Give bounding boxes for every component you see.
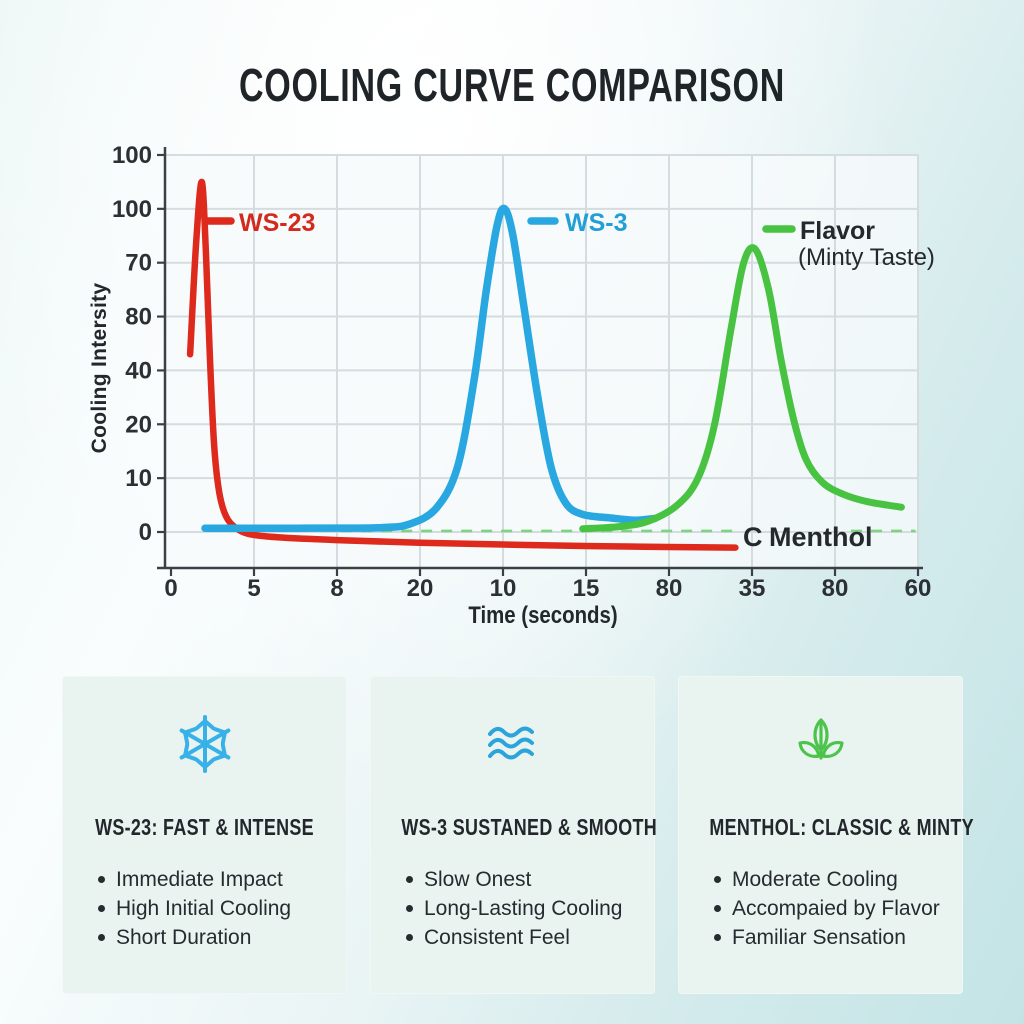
bullet-item: Moderate Cooling bbox=[714, 865, 963, 894]
card-menthol: MENTHOL: CLASSIC & MINTY Moderate Coolin… bbox=[678, 676, 974, 994]
leaf-icon bbox=[789, 712, 853, 776]
y-tick-label: 80 bbox=[125, 304, 152, 331]
y-tick-label: 40 bbox=[125, 357, 152, 384]
legend-label-ws-23: WS-23 bbox=[239, 209, 315, 237]
x-tick-label: 5 bbox=[247, 575, 260, 602]
y-tick-label: 100 bbox=[112, 196, 152, 223]
bullet-item: Short Duration bbox=[98, 923, 347, 952]
card-ws23: WS-23: FAST & INTENSE Immediate Impact H… bbox=[62, 676, 347, 994]
y-tick-label: 100 bbox=[112, 142, 152, 169]
page-title: COOLING CURVE COMPARISON bbox=[238, 59, 786, 111]
y-tick-label: 70 bbox=[125, 250, 152, 277]
snowflake-icon bbox=[173, 712, 237, 776]
bullet-list: Slow Onest Long-Lasting Cooling Consiste… bbox=[370, 865, 655, 952]
card-title: MENTHOL: CLASSIC & MINTY bbox=[709, 814, 974, 840]
bullet-list: Moderate Cooling Accompaied by Flavor Fa… bbox=[678, 865, 963, 952]
bullet-item: High Initial Cooling bbox=[98, 894, 347, 923]
legend-label-ws-3: WS-3 bbox=[565, 209, 628, 237]
info-cards: WS-23: FAST & INTENSE Immediate Impact H… bbox=[62, 676, 974, 994]
x-tick-label: 60 bbox=[905, 575, 932, 602]
bullet-item: Consistent Feel bbox=[406, 923, 655, 952]
bullet-item: Long-Lasting Cooling bbox=[406, 894, 655, 923]
x-tick-label: 20 bbox=[407, 575, 434, 602]
x-tick-label: 80 bbox=[822, 575, 849, 602]
y-axis-title: Cooling Intersity bbox=[88, 282, 111, 454]
legend-sublabel: (Minty Taste) bbox=[798, 244, 935, 271]
x-tick-label: 15 bbox=[573, 575, 600, 602]
bullet-item: Familiar Sensation bbox=[714, 923, 963, 952]
series-curve-flavor-minty-taste- bbox=[579, 244, 905, 533]
cooling-curve-chart: 0 5 8 20 10 15 80 35 80 60 0 10 20 40 80 70 100 100 WS-23 W… bbox=[112, 142, 935, 602]
menthol-annotation: Menthol bbox=[769, 522, 872, 552]
waves-icon bbox=[481, 712, 545, 776]
y-tick-label: 10 bbox=[125, 465, 152, 492]
series-curve-ws-3 bbox=[201, 204, 659, 532]
x-tick-label: 8 bbox=[330, 575, 343, 602]
x-tick-label: 10 bbox=[490, 575, 517, 602]
x-tick-label: 35 bbox=[739, 575, 766, 602]
legend-label-flavor: Flavor bbox=[800, 217, 875, 245]
x-tick-label: 0 bbox=[164, 575, 177, 602]
bullet-list: Immediate Impact High Initial Cooling Sh… bbox=[62, 865, 347, 952]
menthol-annotation: C bbox=[743, 522, 763, 552]
card-title: WS-3 SUSTANED & SMOOTH bbox=[401, 814, 658, 840]
series-curve-ws-23 bbox=[186, 178, 739, 551]
bullet-item: Immediate Impact bbox=[98, 865, 347, 894]
bullet-item: Slow Onest bbox=[406, 865, 655, 894]
x-tick-label: 80 bbox=[656, 575, 683, 602]
x-axis-title: Time (seconds) bbox=[468, 602, 618, 629]
card-ws3: WS-3 SUSTANED & SMOOTH Slow Onest Long-L… bbox=[370, 676, 658, 994]
card-title: WS-23: FAST & INTENSE bbox=[95, 814, 314, 840]
y-tick-label: 0 bbox=[139, 519, 152, 546]
bullet-item: Accompaied by Flavor bbox=[714, 894, 963, 923]
y-tick-label: 20 bbox=[125, 411, 152, 438]
